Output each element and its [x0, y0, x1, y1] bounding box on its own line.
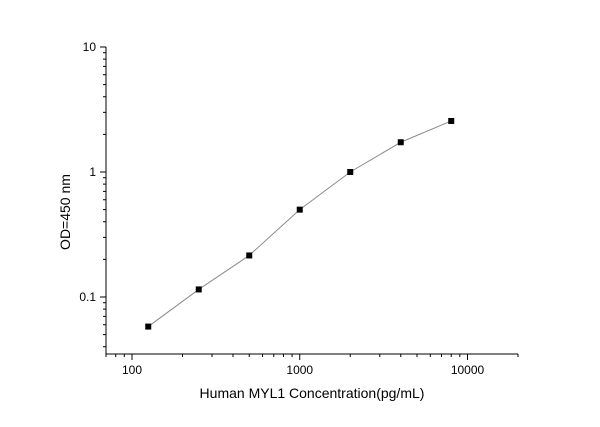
- data-point: [195, 286, 202, 293]
- data-point: [397, 139, 404, 146]
- axes: 100 1000 10000 0.1 1 10: [79, 40, 519, 377]
- x-tick-label: 100: [122, 363, 142, 377]
- y-tick-label: 0.1: [79, 290, 96, 304]
- data-point: [145, 323, 152, 330]
- series-line: [147, 120, 452, 327]
- x-axis-label: Human MYL1 Concentration(pg/mL): [200, 385, 425, 401]
- data-point: [448, 117, 455, 124]
- series-layer: [145, 117, 455, 330]
- x-tick-label: 10000: [451, 363, 485, 377]
- data-point: [296, 206, 303, 213]
- y-axis-label: OD=450 nm: [57, 174, 73, 250]
- y-tick-label: 10: [83, 40, 97, 54]
- data-point: [246, 252, 253, 259]
- data-point: [347, 169, 354, 176]
- y-tick-label: 1: [89, 165, 96, 179]
- x-tick-label: 1000: [286, 363, 313, 377]
